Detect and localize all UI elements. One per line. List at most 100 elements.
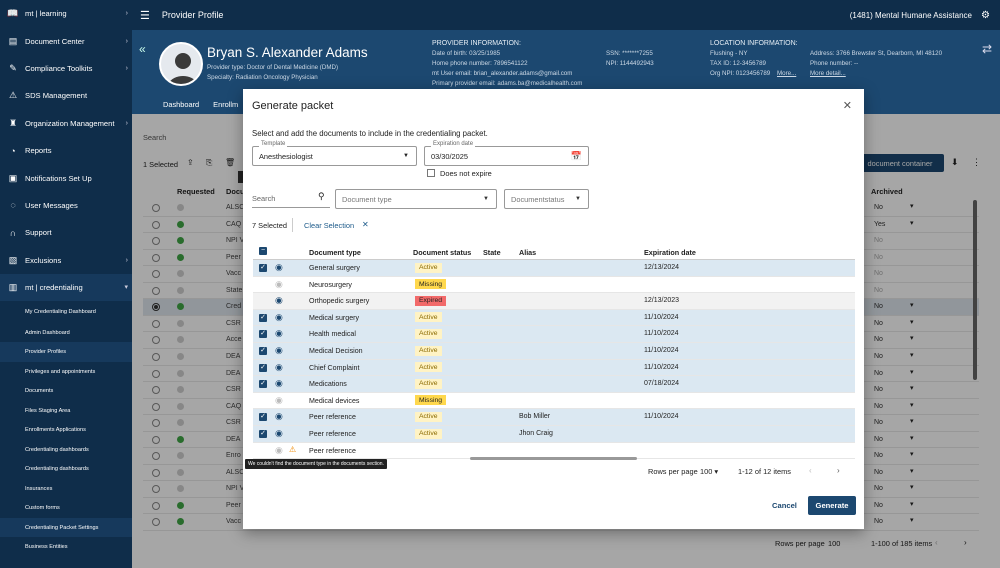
document-row[interactable]: ✓ ◉ Medications Active 07/18/2024	[253, 376, 855, 393]
row-radio[interactable]	[152, 452, 160, 461]
sidebar-subitem[interactable]: Credentialing Packet Settings	[0, 517, 132, 538]
sidebar-item-reports[interactable]: ◔ Reports	[0, 137, 132, 164]
row-radio[interactable]	[152, 237, 160, 246]
row-radio[interactable]	[152, 220, 160, 229]
sidebar-item-mt-learning[interactable]: 📖 mt | learning ›	[0, 0, 132, 27]
close-icon[interactable]: ✕	[842, 100, 852, 112]
more-options-icon[interactable]: ⋮	[972, 157, 981, 167]
bg-rows-per-page-select[interactable]: 100	[828, 539, 841, 548]
modal-search-input[interactable]: Search	[252, 194, 276, 203]
archived-dropdown-icon[interactable]: ▾	[910, 335, 914, 343]
row-radio[interactable]	[152, 270, 160, 279]
download-file-icon[interactable]: ⎘	[206, 158, 213, 167]
document-row[interactable]: ◉ Neurosurgery Missing	[253, 277, 855, 294]
archived-dropdown-icon[interactable]: ▾	[910, 500, 914, 508]
row-checkbox[interactable]: ✓	[259, 347, 267, 355]
sidebar-item-compliance-toolkits[interactable]: ✎ Compliance Toolkits ›	[0, 55, 132, 82]
archived-dropdown-icon[interactable]: ▾	[910, 517, 914, 525]
select-all-checkbox[interactable]: −	[259, 247, 267, 255]
archived-dropdown-icon[interactable]: ▾	[910, 351, 914, 359]
clear-icon[interactable]: ✕	[362, 220, 369, 229]
bg-next-page-icon[interactable]: ›	[964, 538, 967, 547]
archived-dropdown-icon[interactable]: ▾	[910, 385, 914, 393]
sidebar-subitem[interactable]: My Credentialing Dashboard	[25, 308, 96, 315]
document-row[interactable]: ◉ Orthopedic surgery Expired 12/13/2023	[253, 293, 855, 310]
row-checkbox[interactable]: ✓	[259, 363, 267, 372]
scrollbar[interactable]	[973, 200, 977, 380]
eye-icon[interactable]: ◉	[275, 328, 283, 339]
menu-icon[interactable]: ☰	[140, 9, 150, 22]
eye-icon[interactable]: ◉	[275, 378, 283, 389]
row-checkbox[interactable]: ✓	[259, 313, 267, 322]
sidebar-item-notifications-set-up[interactable]: ▣ Notifications Set Up	[0, 164, 132, 191]
search-icon[interactable]: ⚲	[318, 191, 325, 201]
eye-icon[interactable]: ◉	[275, 262, 283, 272]
sidebar-subitem[interactable]: Admin Dashboard	[25, 329, 70, 336]
template-select[interactable]: Template Anesthesiologist ▼	[252, 141, 417, 166]
document-row[interactable]: ✓ ◉ Medical surgery Active 11/10/2024	[253, 309, 855, 327]
row-radio[interactable]	[152, 336, 160, 345]
row-radio[interactable]	[152, 435, 160, 444]
expiration-date-field[interactable]: Expiration date 03/30/2025 📅	[424, 141, 589, 166]
document-row[interactable]: ✓ ◉ Peer reference Active Bob Miller 11/10/20…	[253, 409, 855, 426]
more-detail-link[interactable]: More detail...	[810, 70, 846, 77]
sidebar-subitem[interactable]: Custom forms	[25, 505, 60, 512]
eye-icon[interactable]: ◉	[275, 361, 283, 372]
row-radio[interactable]	[152, 369, 160, 378]
sidebar-subitem[interactable]: Documents	[25, 388, 54, 395]
col-document-status[interactable]: Document status	[413, 248, 472, 257]
sidebar-subitem[interactable]: Enrollments Applications	[25, 427, 86, 434]
sidebar-subitem[interactable]: Credentialing dashboards	[25, 446, 89, 453]
more-link[interactable]: More...	[777, 70, 797, 77]
row-radio[interactable]	[152, 501, 160, 510]
calendar-icon[interactable]: 📅	[570, 150, 582, 161]
row-radio[interactable]	[152, 518, 160, 527]
h-scrollbar[interactable]	[470, 457, 637, 460]
tab-dashboard[interactable]: Dashboard	[163, 100, 200, 109]
eye-icon[interactable]: ◉	[275, 394, 283, 405]
eye-icon[interactable]: ◉	[275, 345, 283, 355]
row-radio[interactable]	[152, 253, 160, 262]
row-checkbox[interactable]: ✓	[259, 264, 267, 272]
col-state[interactable]: State	[483, 248, 501, 257]
eye-icon[interactable]: ◉	[275, 411, 283, 422]
archived-dropdown-icon[interactable]: ▾	[910, 451, 914, 459]
row-checkbox[interactable]: ✓	[259, 413, 267, 422]
sidebar-subitem[interactable]: Insurances	[25, 485, 53, 492]
sidebar-subitem[interactable]: Business Entities	[25, 544, 68, 551]
collapse-icon[interactable]: «	[139, 42, 146, 56]
cancel-button[interactable]: Cancel	[772, 501, 797, 510]
table-row[interactable]: Vacc No ▾	[143, 514, 979, 532]
eye-icon[interactable]: ◉	[275, 295, 283, 306]
archived-dropdown-icon[interactable]: ▾	[910, 219, 914, 227]
col-document-type[interactable]: Document type	[309, 248, 361, 257]
eye-icon[interactable]: ◉	[275, 428, 283, 438]
bg-prev-page-icon[interactable]: ‹	[935, 538, 938, 547]
sidebar-item-user-messages[interactable]: ◌ User Messages	[0, 192, 132, 219]
modal-next-page-icon[interactable]: ›	[837, 466, 840, 475]
sidebar-subitem[interactable]: Privileges and appointments	[25, 368, 96, 375]
download-icon[interactable]: ⬇	[951, 157, 959, 167]
clear-selection-link[interactable]: Clear Selection	[304, 221, 355, 230]
sidebar-item-organization-management[interactable]: ♜ Organization Management ›	[0, 110, 132, 137]
row-radio[interactable]	[152, 286, 160, 295]
document-row[interactable]: ✓ ◉ General surgery Active 12/13/2024	[253, 260, 855, 277]
row-radio[interactable]	[152, 485, 160, 494]
archived-dropdown-icon[interactable]: ▾	[910, 401, 914, 409]
document-row[interactable]: ✓ ◉ Peer reference Active Jhon Craig	[253, 426, 855, 443]
row-radio[interactable]	[152, 402, 160, 411]
sidebar-subitem[interactable]: Credentialing dashboards	[25, 466, 89, 473]
generate-button[interactable]: Generate	[808, 496, 856, 515]
tab-enrollments[interactable]: Enrollm	[213, 100, 239, 109]
document-row[interactable]: ✓ ◉ Medical Decision Active 11/10/2024	[253, 343, 855, 360]
row-radio[interactable]	[152, 204, 160, 212]
row-radio[interactable]	[152, 419, 160, 428]
col-expiration-date[interactable]: Expiration date	[644, 248, 696, 257]
row-checkbox[interactable]: ✓	[259, 330, 267, 339]
col-alias[interactable]: Alias	[519, 248, 537, 257]
sidebar-subitem[interactable]: Files Staging Area	[25, 407, 71, 414]
modal-prev-page-icon[interactable]: ‹	[809, 466, 812, 475]
archived-dropdown-icon[interactable]: ▾	[910, 434, 914, 442]
row-checkbox[interactable]: ✓	[259, 430, 267, 438]
archived-dropdown-icon[interactable]: ▾	[910, 467, 914, 475]
